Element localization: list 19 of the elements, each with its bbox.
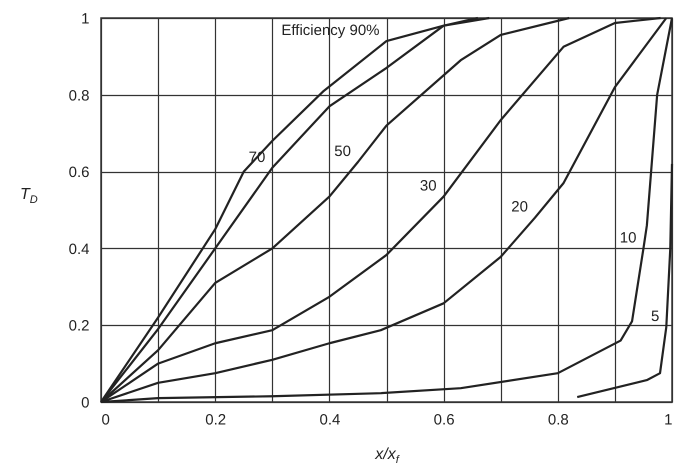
y-tick-label: 0 xyxy=(81,394,90,412)
x-tick-label: 1 xyxy=(664,412,672,428)
annotation: 20 xyxy=(511,198,528,216)
y-tick-label: 1 xyxy=(81,10,90,28)
annotation: 30 xyxy=(420,178,437,195)
y-tick-label: 0.4 xyxy=(68,240,90,258)
y-tick-label: 0.6 xyxy=(68,164,90,182)
y-axis-title: T$_{D}$ xyxy=(20,186,38,206)
x-tick-label: 0.2 xyxy=(205,412,226,428)
x-tick-label: 0.4 xyxy=(319,412,340,428)
x-tick-label: 0 xyxy=(102,412,110,428)
y-tick-label: 0.8 xyxy=(68,87,90,104)
y-tick-label: 0.2 xyxy=(68,318,90,335)
annotation: 50 xyxy=(334,143,351,160)
annotation: 10 xyxy=(620,229,636,246)
annotation: 5 xyxy=(650,308,660,326)
x-tick-label: 0.8 xyxy=(548,412,569,428)
x-tick-label: 0.6 xyxy=(434,412,455,428)
x-axis-title: x/x$_{f}$ xyxy=(375,446,399,466)
